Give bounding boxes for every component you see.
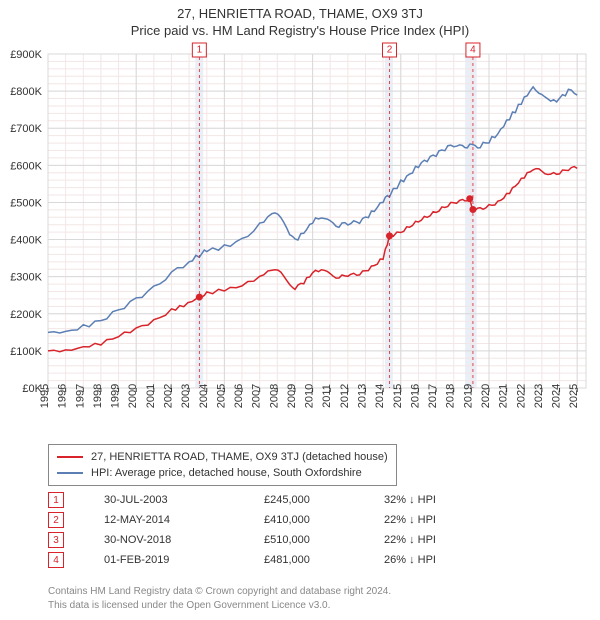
y-tick-label: £600K — [10, 160, 42, 172]
sales-table: 1 30-JUL-2003£245,00032% ↓ HPI 2 12-MAY-201… — [48, 490, 568, 570]
x-tick-label: 2019 — [462, 384, 474, 408]
sale-band — [385, 54, 393, 388]
sale-diff: 26% ↓ HPI — [384, 554, 568, 566]
x-tick-label: 2007 — [251, 384, 263, 408]
x-tick-label: 1995 — [39, 384, 51, 408]
sale-date: 12-MAY-2014 — [104, 514, 264, 526]
x-tick-label: 1997 — [74, 384, 86, 408]
y-tick-label: £200K — [10, 309, 42, 321]
legend-label: HPI: Average price, detached house, Sout… — [91, 467, 362, 479]
svg-text:4: 4 — [470, 45, 476, 56]
x-tick-label: 2013 — [357, 384, 369, 408]
x-tick-label: 2017 — [427, 384, 439, 408]
x-tick-label: 2023 — [533, 384, 545, 408]
x-tick-label: 2021 — [498, 384, 510, 408]
sale-price: £510,000 — [264, 534, 384, 546]
y-tick-label: £300K — [10, 272, 42, 284]
sale-diff: 22% ↓ HPI — [384, 534, 568, 546]
title-subtitle: Price paid vs. HM Land Registry's House … — [0, 21, 600, 40]
sale-index-box: 4 — [48, 552, 64, 568]
y-tick-label: £700K — [10, 123, 42, 135]
x-tick-label: 2016 — [409, 384, 421, 408]
footer: Contains HM Land Registry data © Crown c… — [48, 585, 391, 612]
y-tick-label: £400K — [10, 235, 42, 247]
y-tick-label: £500K — [10, 197, 42, 209]
legend-swatch — [57, 472, 83, 474]
x-tick-label: 1999 — [110, 384, 122, 408]
x-tick-label: 2025 — [568, 384, 580, 408]
x-tick-label: 2002 — [162, 384, 174, 408]
x-tick-label: 2014 — [374, 384, 386, 408]
x-tick-label: 2000 — [127, 384, 139, 408]
x-tick-label: 2005 — [215, 384, 227, 408]
price-chart: £0K£100K£200K£300K£400K£500K£600K£700K£8… — [0, 42, 600, 440]
sale-price: £410,000 — [264, 514, 384, 526]
x-tick-label: 2004 — [198, 384, 210, 408]
sale-index-box: 2 — [48, 512, 64, 528]
footer-line2: This data is licensed under the Open Gov… — [48, 599, 391, 613]
title-address: 27, HENRIETTA ROAD, THAME, OX9 3TJ — [0, 0, 600, 21]
x-tick-label: 2015 — [392, 384, 404, 408]
sale-price: £245,000 — [264, 494, 384, 506]
sales-row: 4 01-FEB-2019£481,00026% ↓ HPI — [48, 550, 568, 570]
y-tick-label: £900K — [10, 49, 42, 61]
x-tick-label: 2008 — [268, 384, 280, 408]
svg-text:2: 2 — [387, 45, 393, 56]
x-tick-label: 1996 — [57, 384, 69, 408]
x-tick-label: 2001 — [145, 384, 157, 408]
x-tick-label: 2012 — [339, 384, 351, 408]
svg-text:1: 1 — [197, 45, 203, 56]
legend-item: HPI: Average price, detached house, Sout… — [57, 465, 388, 481]
sales-row: 3 30-NOV-2018£510,00022% ↓ HPI — [48, 530, 568, 550]
sale-date: 01-FEB-2019 — [104, 554, 264, 566]
sale-diff: 32% ↓ HPI — [384, 494, 568, 506]
y-tick-label: £100K — [10, 346, 42, 358]
x-tick-label: 2006 — [233, 384, 245, 408]
sale-index-box: 3 — [48, 532, 64, 548]
legend-label: 27, HENRIETTA ROAD, THAME, OX9 3TJ (deta… — [91, 451, 388, 463]
sale-date: 30-JUL-2003 — [104, 494, 264, 506]
sale-price: £481,000 — [264, 554, 384, 566]
x-tick-label: 2020 — [480, 384, 492, 408]
x-tick-label: 2010 — [304, 384, 316, 408]
sales-row: 2 12-MAY-2014£410,00022% ↓ HPI — [48, 510, 568, 530]
sale-point — [466, 195, 473, 202]
legend: 27, HENRIETTA ROAD, THAME, OX9 3TJ (deta… — [48, 444, 397, 486]
x-tick-label: 1998 — [92, 384, 104, 408]
legend-item: 27, HENRIETTA ROAD, THAME, OX9 3TJ (deta… — [57, 449, 388, 465]
sale-diff: 22% ↓ HPI — [384, 514, 568, 526]
x-tick-label: 2018 — [445, 384, 457, 408]
x-tick-label: 2009 — [286, 384, 298, 408]
x-tick-label: 2024 — [551, 384, 563, 408]
sale-index-box: 1 — [48, 492, 64, 508]
footer-line1: Contains HM Land Registry data © Crown c… — [48, 585, 391, 599]
legend-swatch — [57, 456, 83, 458]
y-tick-label: £800K — [10, 86, 42, 98]
x-tick-label: 2011 — [321, 384, 333, 408]
x-tick-label: 2003 — [180, 384, 192, 408]
x-tick-label: 2022 — [515, 384, 527, 408]
sales-row: 1 30-JUL-2003£245,00032% ↓ HPI — [48, 490, 568, 510]
sale-date: 30-NOV-2018 — [104, 534, 264, 546]
